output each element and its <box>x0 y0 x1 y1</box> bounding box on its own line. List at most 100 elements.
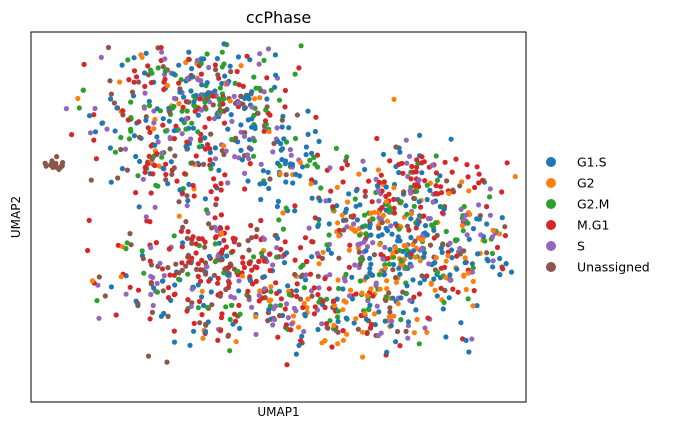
point-g2 <box>364 292 370 299</box>
point-g2 <box>470 278 476 284</box>
point-s <box>256 61 262 67</box>
point-g1-s <box>190 74 196 80</box>
point-g2-m <box>452 237 458 243</box>
point-g2-m <box>365 306 372 312</box>
point-m-g1 <box>499 189 505 195</box>
point-unassigned <box>160 64 166 70</box>
point-m-g1 <box>385 255 391 262</box>
point-g1-s <box>396 265 402 271</box>
point-s <box>104 126 110 132</box>
point-m-g1 <box>69 132 75 138</box>
point-s <box>373 176 379 182</box>
point-s <box>404 160 410 166</box>
point-m-g1 <box>147 129 153 135</box>
point-s <box>257 51 263 57</box>
point-g1-s <box>396 169 402 176</box>
point-g2 <box>412 254 418 260</box>
point-s <box>464 232 470 238</box>
point-unassigned <box>148 262 155 268</box>
point-unassigned <box>315 273 321 279</box>
point-g1-s <box>305 131 311 137</box>
point-m-g1 <box>218 225 224 232</box>
point-g1-s <box>447 272 453 278</box>
point-g2 <box>512 174 518 180</box>
point-g1-s <box>92 129 99 135</box>
point-s <box>261 89 267 95</box>
point-g1-s <box>279 146 286 152</box>
point-g2 <box>319 340 325 346</box>
point-s <box>179 131 185 137</box>
point-g1-s <box>303 144 309 150</box>
point-g1-s <box>281 260 288 266</box>
point-g1-s <box>403 203 409 209</box>
point-m-g1 <box>240 254 246 260</box>
point-g1-s <box>181 94 187 100</box>
point-m-g1 <box>315 292 321 298</box>
point-m-g1 <box>153 240 159 246</box>
point-g2 <box>443 258 449 264</box>
point-g2 <box>346 247 352 253</box>
point-g1-s <box>241 105 248 112</box>
point-m-g1 <box>182 171 188 177</box>
point-m-g1 <box>248 222 254 229</box>
point-g1-s <box>466 236 472 242</box>
point-s <box>382 244 388 250</box>
point-g2-m <box>223 304 229 310</box>
point-m-g1 <box>86 217 92 223</box>
point-g1-s <box>190 125 196 131</box>
point-g1-s <box>204 91 210 97</box>
point-unassigned <box>135 301 141 307</box>
point-unassigned <box>403 328 409 334</box>
point-m-g1 <box>313 114 319 120</box>
point-m-g1 <box>261 128 267 134</box>
point-g2-m <box>128 126 134 132</box>
point-s <box>416 177 422 183</box>
point-g2-m <box>318 185 324 191</box>
point-s <box>150 302 156 309</box>
point-g1-s <box>309 150 315 156</box>
point-s <box>490 258 496 264</box>
point-m-g1 <box>416 183 422 190</box>
point-unassigned <box>210 102 216 108</box>
point-g1-s <box>99 120 105 126</box>
point-g1-s <box>293 351 299 357</box>
point-g1-s <box>176 62 182 68</box>
point-g1-s <box>172 282 178 288</box>
point-s <box>98 54 104 61</box>
point-s <box>374 303 380 309</box>
point-g1-s <box>431 276 437 282</box>
point-g2-m <box>227 348 233 354</box>
point-m-g1 <box>364 330 370 336</box>
point-g1-s <box>328 250 334 256</box>
point-m-g1 <box>386 191 392 197</box>
point-unassigned <box>56 165 62 171</box>
point-g1-s <box>469 261 475 267</box>
point-m-g1 <box>160 122 166 128</box>
point-g2-m <box>414 188 420 194</box>
point-g2-m <box>292 71 298 77</box>
point-g1-s <box>195 112 201 118</box>
point-g2-m <box>154 289 161 295</box>
point-g1-s <box>273 72 279 78</box>
point-g1-s <box>379 232 385 238</box>
point-s <box>224 81 231 87</box>
point-g1-s <box>143 50 149 56</box>
point-g1-s <box>177 187 183 193</box>
point-m-g1 <box>193 153 199 159</box>
point-s <box>87 130 94 136</box>
point-g2-m <box>276 97 283 103</box>
point-g1-s <box>299 333 305 339</box>
point-g1-s <box>275 198 281 204</box>
point-g1-s <box>171 339 178 345</box>
point-g1-s <box>346 191 352 197</box>
point-m-g1 <box>346 264 352 270</box>
point-g2 <box>392 245 398 251</box>
point-g2-m <box>441 299 447 306</box>
point-s <box>303 272 309 278</box>
point-g2-m <box>362 223 368 229</box>
point-g1-s <box>296 342 302 348</box>
point-m-g1 <box>199 257 205 263</box>
point-s <box>241 133 248 139</box>
point-g1-s <box>400 310 406 316</box>
point-g1-s <box>238 122 244 128</box>
